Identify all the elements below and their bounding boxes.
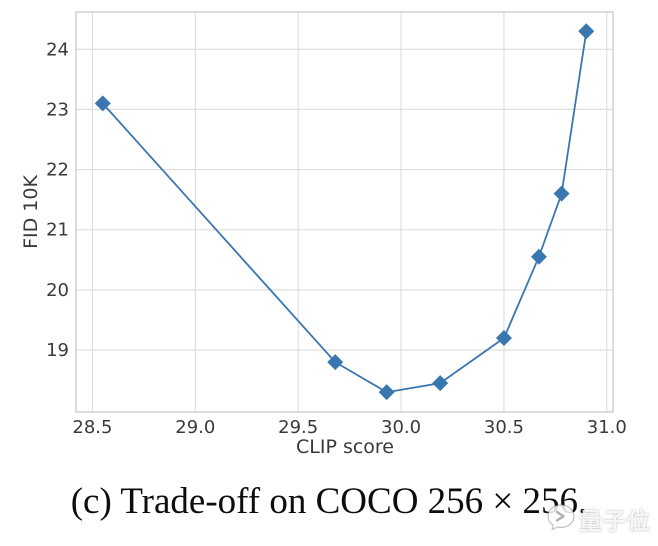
data-point-marker <box>327 354 344 371</box>
chart-canvas: 28.5 29.0 29.5 30.0 30.5 31.0 19 20 21 22 23 24 <box>46 11 627 438</box>
y-tick-label: 19 <box>46 340 69 361</box>
data-point-marker <box>495 330 512 347</box>
y-axis-label: FID 10K <box>20 175 42 249</box>
fid-clip-tradeoff-chart: 28.5 29.0 29.5 30.0 30.5 31.0 19 20 21 22 23 24 FI… <box>20 11 627 458</box>
data-point-marker <box>578 23 595 40</box>
y-tick-label: 23 <box>46 99 69 120</box>
x-tick-label: 28.5 <box>72 417 112 438</box>
y-tick-label: 24 <box>46 39 69 60</box>
y-tick-label: 21 <box>46 220 69 241</box>
x-tick-label: 30.0 <box>381 417 421 438</box>
grid-layer <box>76 12 613 412</box>
x-tick-label: 30.5 <box>484 417 524 438</box>
plot-border <box>75 11 614 413</box>
x-tick-labels: 28.5 29.0 29.5 30.0 30.5 31.0 <box>72 417 626 438</box>
y-tick-label: 22 <box>46 160 69 181</box>
x-axis-label: CLIP score <box>295 436 395 458</box>
x-tick-label: 31.0 <box>587 417 627 438</box>
data-point-marker <box>94 95 111 112</box>
y-tick-label: 20 <box>46 280 69 301</box>
x-tick-label: 29.5 <box>278 417 318 438</box>
y-tick-labels: 19 20 21 22 23 24 <box>46 39 69 361</box>
series-line-and-markers <box>94 23 595 401</box>
data-point-marker <box>378 384 395 401</box>
data-point-marker <box>432 375 449 392</box>
x-tick-label: 29.0 <box>175 417 215 438</box>
figure-caption: (c) Trade-off on COCO 256 × 256. <box>70 481 588 522</box>
data-point-marker <box>530 248 547 265</box>
data-point-marker <box>553 185 570 202</box>
series-line <box>102 31 588 394</box>
